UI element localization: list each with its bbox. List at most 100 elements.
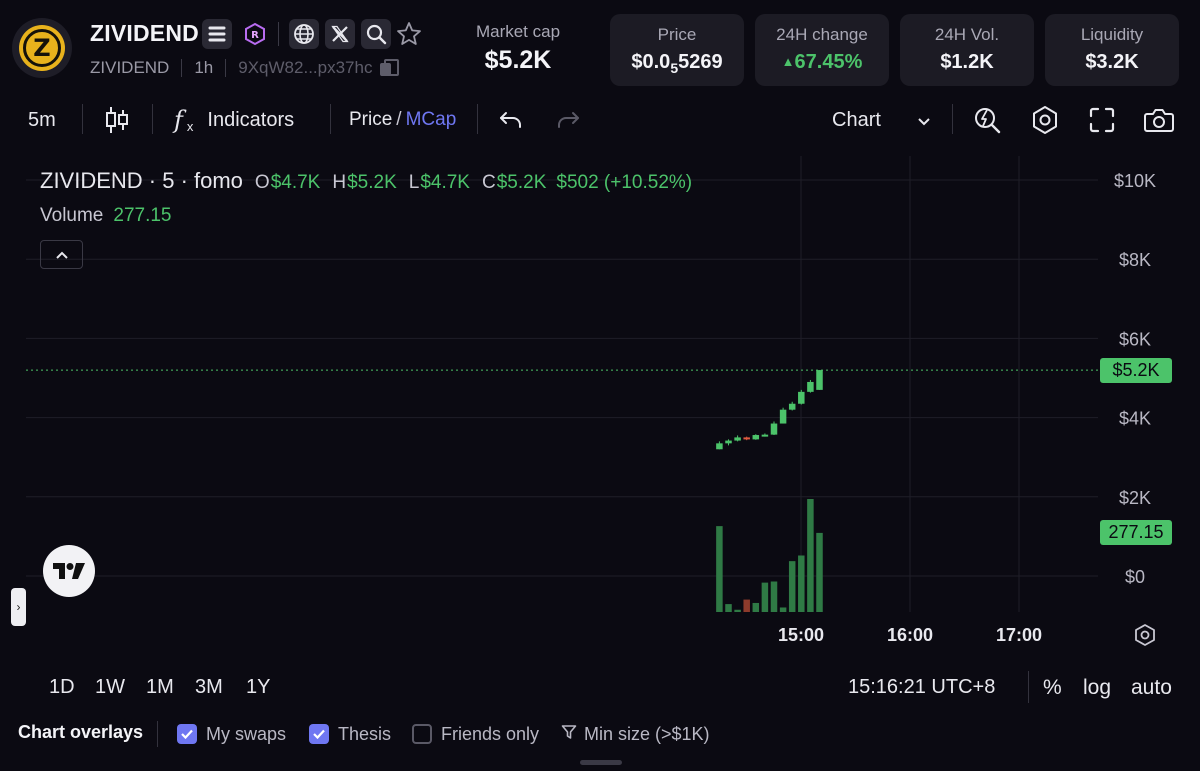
change-24h-stat: 24H change ▲67.45% xyxy=(755,14,889,86)
chart-type-dropdown[interactable]: Chart xyxy=(832,96,931,144)
quick-search-icon[interactable] xyxy=(971,96,1003,144)
star-icon[interactable] xyxy=(394,19,424,49)
volume-bars xyxy=(716,499,823,612)
candle xyxy=(816,370,823,390)
price-zero-count: 5 xyxy=(670,60,679,76)
thesis-checkbox[interactable]: Thesis xyxy=(309,721,391,747)
change-24h-label: 24H change xyxy=(776,25,868,44)
log-scale-toggle[interactable]: log xyxy=(1083,676,1112,699)
open-value: $4.7K xyxy=(270,172,321,193)
low-label: L xyxy=(408,172,420,193)
function-icon: f xyxy=(174,106,183,134)
my-swaps-checkbox[interactable]: My swaps xyxy=(177,721,286,747)
volume-bar xyxy=(807,499,814,612)
thesis-label: Thesis xyxy=(338,723,392,744)
fullscreen-icon[interactable] xyxy=(1088,96,1116,144)
range-3m[interactable]: 3M xyxy=(195,676,223,698)
undo-icon[interactable] xyxy=(498,96,524,144)
stack-icon[interactable] xyxy=(202,19,232,49)
range-1d[interactable]: 1D xyxy=(49,676,75,698)
checkbox-unchecked-icon[interactable] xyxy=(412,724,432,744)
chart-overlays-title: Chart overlays xyxy=(18,722,144,742)
volume-24h-stat: 24H Vol. $1.2K xyxy=(900,14,1034,86)
interval-selector[interactable]: 5m xyxy=(28,108,56,131)
drag-handle[interactable] xyxy=(580,760,622,765)
close-value: $5.2K xyxy=(496,172,547,193)
token-logo: Z xyxy=(12,18,72,78)
toggle-slash: / xyxy=(396,109,402,130)
market-cap-stat: Market cap $5.2K xyxy=(458,22,578,75)
min-size-filter[interactable]: Min size (>$1K) xyxy=(561,721,710,747)
last-price-tag: $5.2K xyxy=(1100,357,1172,383)
settings-icon[interactable] xyxy=(1029,96,1061,144)
candle xyxy=(779,409,787,424)
volume-bar xyxy=(770,581,778,612)
price-prefix: $0.0 xyxy=(631,51,671,73)
change-24h-value: ▲67.45% xyxy=(755,51,889,74)
price-stat: Price $0.055269 xyxy=(610,14,744,86)
y-tick-label: $10K xyxy=(1114,171,1156,191)
volume-bar xyxy=(788,561,796,612)
globe-icon[interactable] xyxy=(289,19,319,49)
candle xyxy=(798,391,805,404)
volume-bar xyxy=(725,604,732,612)
tradingview-logo-icon[interactable] xyxy=(43,545,95,597)
filter-icon xyxy=(561,724,577,745)
checkbox-checked-icon[interactable] xyxy=(309,724,329,744)
candle xyxy=(788,403,796,410)
token-address[interactable]: 9XqW82...px37hc xyxy=(238,58,373,77)
search-icon[interactable] xyxy=(361,19,391,49)
change-24h-number: 67.45% xyxy=(794,51,863,73)
x-twitter-icon[interactable] xyxy=(325,19,355,49)
range-1w[interactable]: 1W xyxy=(95,676,125,698)
volume-bar xyxy=(779,607,787,612)
legend-symbol: ZIVIDEND · 5 · fomo xyxy=(40,168,243,193)
y-tick-label: $4K xyxy=(1119,409,1151,429)
bottom-divider xyxy=(1028,671,1029,703)
liquidity-stat: Liquidity $3.2K xyxy=(1045,14,1179,86)
percent-scale-toggle[interactable]: % xyxy=(1043,676,1062,699)
friends-only-checkbox[interactable]: Friends only xyxy=(412,721,539,747)
zcash-logo-icon: Z xyxy=(23,29,61,67)
time-readout[interactable]: 15:16:21 UTC+8 xyxy=(848,676,996,698)
mcap-toggle-label[interactable]: MCap xyxy=(405,109,457,130)
meta-divider xyxy=(181,59,183,77)
toolbar-divider xyxy=(152,104,153,134)
horizontal-grid xyxy=(26,179,1098,577)
copy-icon[interactable] xyxy=(380,59,400,77)
chevron-up-icon xyxy=(55,251,68,259)
candle xyxy=(734,437,741,441)
price-chart[interactable]: $10K $8K $6K $4K $2K $0 15:00 16:00 17:00 xyxy=(0,144,1200,664)
token-age: 1h xyxy=(194,58,214,77)
candle-type-icon[interactable] xyxy=(104,96,130,144)
y-tick-label: $0 xyxy=(1125,567,1145,587)
token-meta: ZIVIDEND 1h 9XqW82...px37hc xyxy=(90,58,400,78)
price-toggle-label[interactable]: Price xyxy=(349,109,393,130)
token-ticker: ZIVIDEND xyxy=(90,58,170,77)
raydium-icon[interactable]: R xyxy=(240,19,270,49)
collapse-legend-button[interactable] xyxy=(40,240,83,269)
range-1m[interactable]: 1M xyxy=(146,676,174,698)
my-swaps-label: My swaps xyxy=(206,723,287,744)
friends-only-label: Friends only xyxy=(441,723,540,744)
ohlc-legend: ZIVIDEND · 5 · fomo O $4.7K H $5.2K L $4.7K… xyxy=(40,168,692,194)
redo-icon[interactable] xyxy=(555,96,581,144)
x-tick-label: 17:00 xyxy=(996,625,1042,645)
price-mcap-toggle[interactable]: Price / MCap xyxy=(349,96,456,144)
camera-icon[interactable] xyxy=(1143,96,1175,144)
checkbox-checked-icon[interactable] xyxy=(177,724,197,744)
expand-sidebar-button[interactable]: › xyxy=(11,588,26,626)
auto-scale-toggle[interactable]: auto xyxy=(1131,676,1172,699)
volume-bar xyxy=(716,526,723,612)
x-tick-label: 15:00 xyxy=(778,625,824,645)
axis-settings-icon[interactable] xyxy=(1135,624,1155,646)
volume-label: Volume xyxy=(40,205,104,226)
volume-bar xyxy=(761,582,769,612)
y-tick-label: $6K xyxy=(1119,329,1151,349)
liquidity-label: Liquidity xyxy=(1080,25,1144,44)
candle xyxy=(716,443,723,450)
range-1y[interactable]: 1Y xyxy=(246,676,271,698)
chevron-right-icon: › xyxy=(16,600,21,614)
volume-bar xyxy=(743,599,750,612)
